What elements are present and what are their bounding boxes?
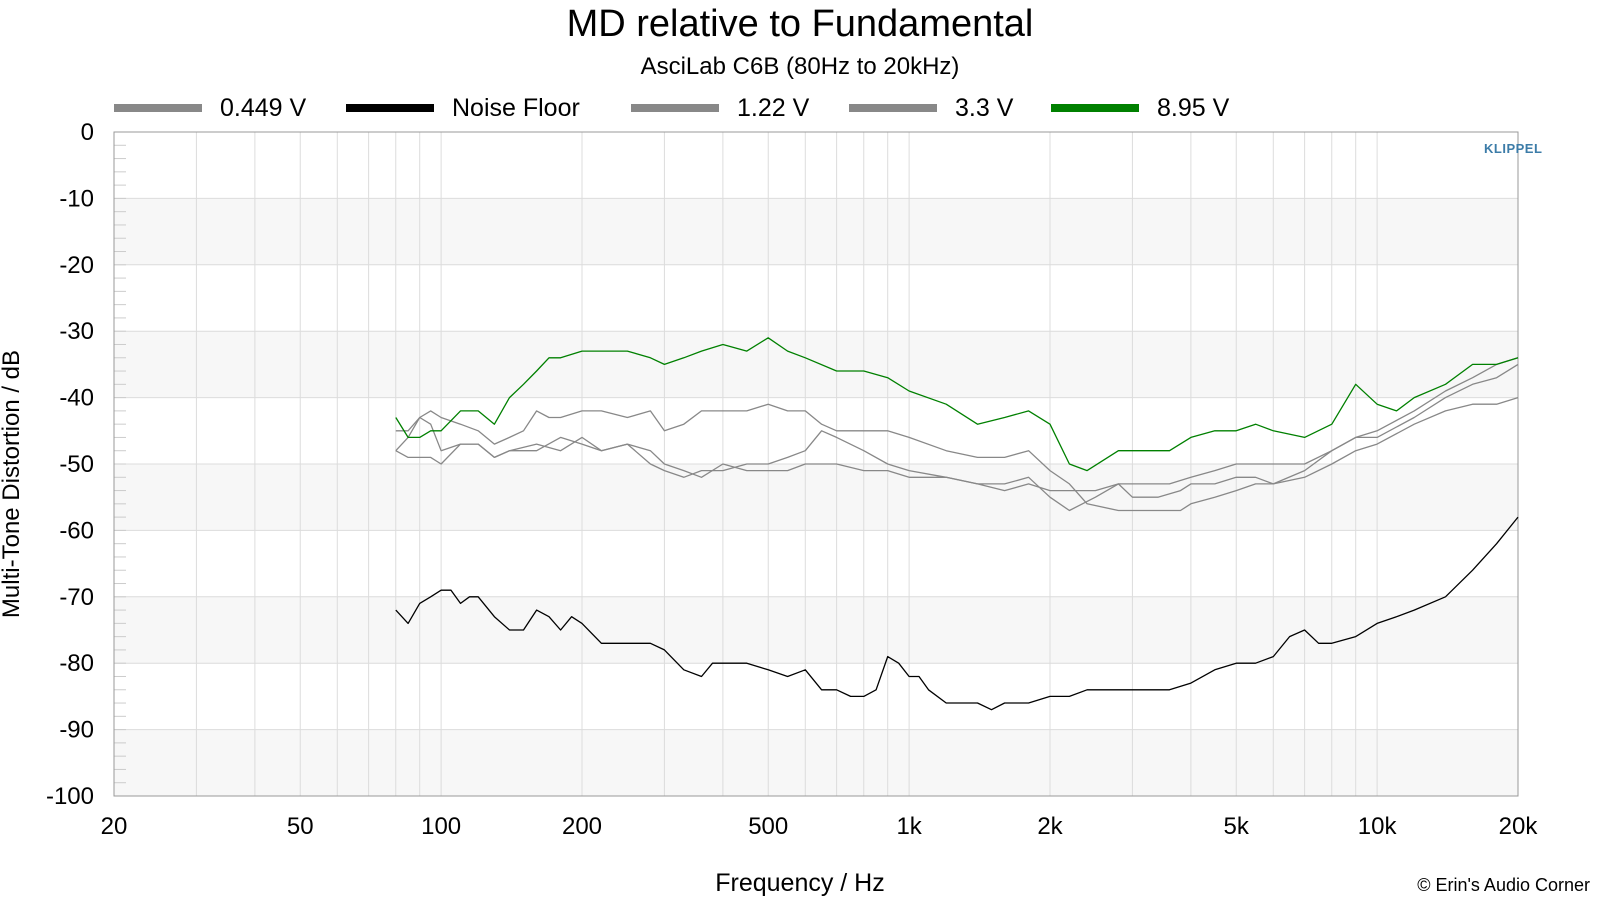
legend-swatch — [346, 104, 434, 112]
x-tick-label: 200 — [562, 813, 602, 840]
y-tick-label: -50 — [59, 451, 94, 478]
plot-border — [113, 131, 1519, 797]
series-line-1-22-v — [395, 396, 1519, 512]
klippel-logo-text: KLIPPEL — [1484, 141, 1543, 156]
y-tick-label: -80 — [59, 650, 94, 677]
legend-label: 8.95 V — [1157, 93, 1230, 122]
x-tick-label: 5k — [1224, 813, 1250, 840]
y-tick-label: -40 — [59, 385, 94, 412]
y-axis-label: Multi-Tone Distortion / dB — [0, 349, 25, 619]
y-tick-label: 0 — [81, 119, 94, 146]
legend-item: 3.3 V — [849, 92, 1013, 124]
series-line-0-449-v — [395, 357, 1519, 492]
plot-band — [114, 596, 1518, 664]
y-tick-label: -90 — [59, 717, 94, 744]
x-tick-label: 500 — [748, 813, 788, 840]
x-tick-label: 10k — [1358, 813, 1398, 840]
klippel-logo: KLIPPEL — [1484, 140, 1544, 170]
legend-label: 1.22 V — [737, 93, 810, 122]
x-tick-label: 20 — [101, 813, 128, 840]
y-tick-label: -10 — [59, 185, 94, 212]
legend-swatch — [1051, 104, 1139, 112]
y-tick-label: -20 — [59, 252, 94, 279]
chart-legend: 0.449 V Noise Floor 1.22 V 3.3 V 8.95 V — [0, 92, 1600, 124]
y-tick-label: -60 — [59, 517, 94, 544]
plot-band — [114, 331, 1518, 398]
y-tick-label: -70 — [59, 584, 94, 611]
credit-text: © Erin's Audio Corner — [1417, 875, 1590, 895]
legend-item: 1.22 V — [631, 92, 809, 124]
series-line-noise-floor — [395, 516, 1519, 711]
legend-swatch — [631, 104, 719, 112]
x-axis-label: Frequency / Hz — [715, 869, 885, 897]
legend-label: Noise Floor — [452, 93, 580, 122]
series-line-8-95-v — [395, 337, 1519, 472]
chart-title: MD relative to Fundamental — [566, 3, 1034, 45]
legend-item: 8.95 V — [1051, 92, 1229, 124]
y-tick-label: -100 — [46, 783, 94, 810]
legend-label: 0.449 V — [220, 93, 307, 122]
x-tick-label: 100 — [421, 813, 461, 840]
x-tick-label: 2k — [1037, 813, 1063, 840]
y-tick-label: -30 — [59, 318, 94, 345]
legend-swatch — [849, 104, 937, 112]
x-tick-label: 50 — [287, 813, 314, 840]
x-tick-label: 1k — [896, 813, 922, 840]
legend-label: 3.3 V — [955, 93, 1014, 122]
legend-item: 0.449 V — [114, 92, 306, 124]
plot-band — [114, 464, 1518, 531]
legend-swatch — [114, 104, 202, 112]
x-tick-label: 20k — [1499, 813, 1539, 840]
legend-item: Noise Floor — [346, 92, 580, 124]
chart-subtitle: AsciLab C6B (80Hz to 20kHz) — [640, 53, 960, 80]
plot-band — [114, 729, 1518, 796]
plot-band — [114, 198, 1518, 265]
series-line-3-3-v — [395, 363, 1519, 512]
